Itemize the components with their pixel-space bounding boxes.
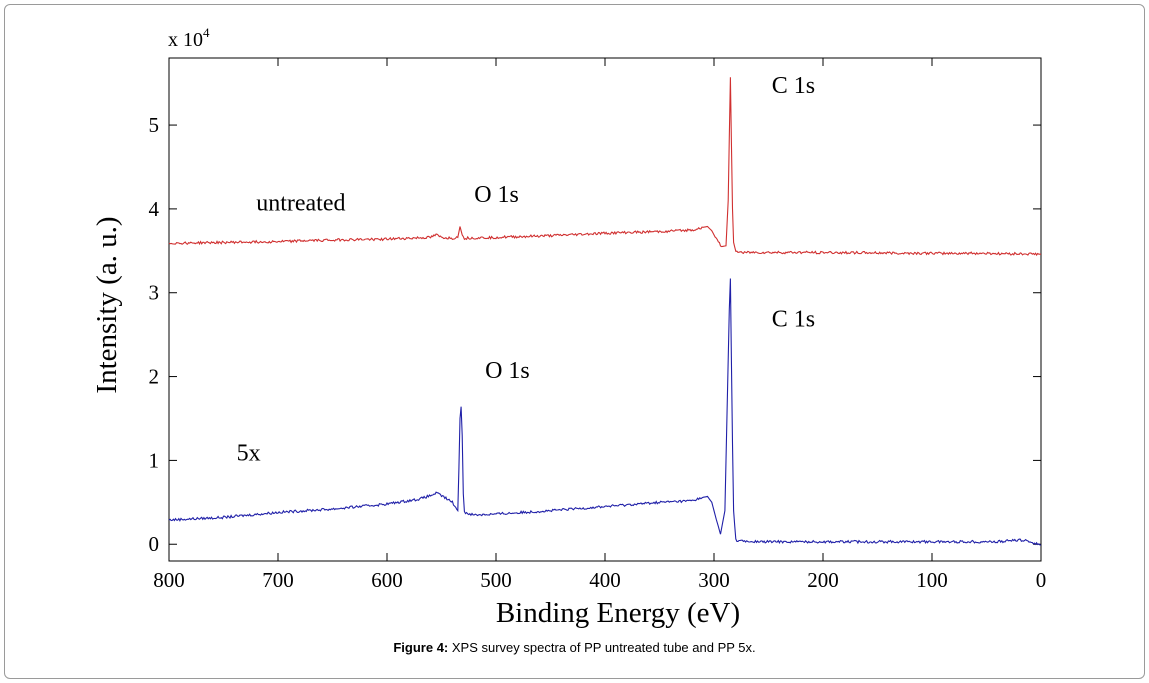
y-tick-label: 4 bbox=[149, 197, 160, 221]
annotation-label: O 1s bbox=[474, 182, 519, 208]
x-tick-label: 800 bbox=[153, 568, 185, 592]
x-tick-label: 700 bbox=[262, 568, 294, 592]
annotation-label: C 1s bbox=[772, 306, 815, 332]
annotation-layer: C 1s untreated O 1s C 1s O 1s 5x bbox=[237, 73, 816, 466]
plot-area bbox=[168, 57, 1042, 562]
y-axis-title: Intensity (a. u.) bbox=[91, 216, 123, 393]
y-tick-label: 0 bbox=[149, 532, 160, 556]
annotation-label: O 1s bbox=[485, 358, 530, 384]
x-tick-label: 200 bbox=[807, 568, 839, 592]
x-tick-label: 300 bbox=[698, 568, 730, 592]
x-axis-title: Binding Energy (eV) bbox=[496, 597, 740, 629]
figure-caption: Figure 4: XPS survey spectra of PP untre… bbox=[0, 640, 1149, 655]
x-tick-label: 500 bbox=[480, 568, 512, 592]
y-tick-label: 5 bbox=[149, 113, 160, 137]
y-tick-label: 1 bbox=[149, 448, 160, 472]
y-tick-label: 3 bbox=[149, 281, 160, 305]
caption-text: XPS survey spectra of PP untreated tube … bbox=[448, 640, 756, 655]
annotation-label: C 1s bbox=[772, 73, 815, 99]
annotation-label: 5x bbox=[237, 440, 261, 466]
y-tick-label: 2 bbox=[149, 365, 160, 389]
x-tick-label: 400 bbox=[589, 568, 621, 592]
y-multiplier-base: x 10 bbox=[168, 29, 203, 51]
xps-chart: 800 700 600 500 400 300 200 100 0 0 1 2 3 4 5 C 1s untr… bbox=[91, 25, 1047, 629]
caption-label: Figure 4: bbox=[393, 640, 449, 655]
x-tick-label: 100 bbox=[916, 568, 948, 592]
annotation-label: untreated bbox=[256, 191, 345, 217]
x-tick-label: 600 bbox=[371, 568, 403, 592]
y-multiplier-exponent: 4 bbox=[203, 25, 210, 40]
series-layer bbox=[168, 77, 1042, 546]
series-line-untreated bbox=[168, 77, 1041, 257]
series-line-5x bbox=[168, 278, 1042, 546]
y-multiplier-label: x 104 bbox=[168, 25, 210, 51]
x-tick-label: 0 bbox=[1036, 568, 1047, 592]
figure-frame bbox=[4, 4, 1145, 679]
ticks-layer: 800 700 600 500 400 300 200 100 0 0 1 2 3 4 5 bbox=[149, 58, 1047, 592]
